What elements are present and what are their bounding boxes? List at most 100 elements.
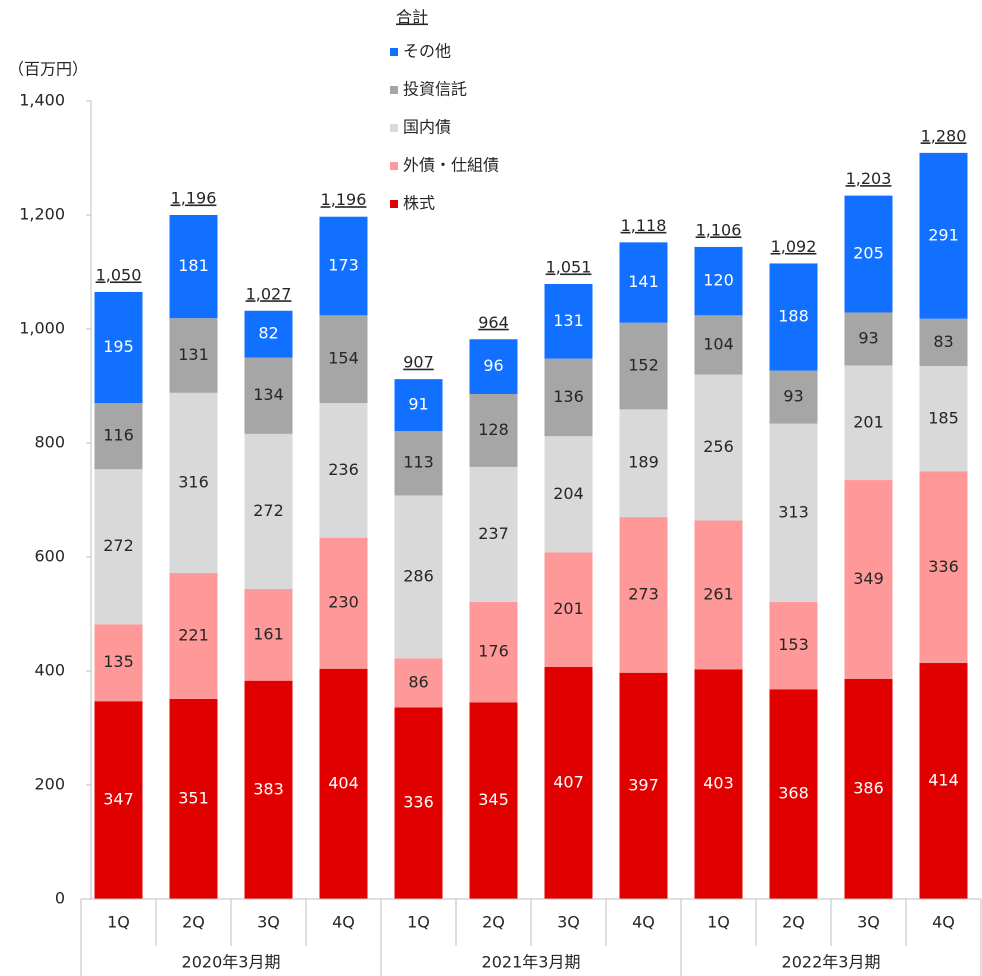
data-label: 261	[703, 584, 734, 603]
bar-segment	[169, 698, 218, 899]
legend-swatch	[390, 162, 398, 170]
bar-segment	[769, 689, 818, 899]
bar-segment	[94, 701, 143, 899]
total-label: 1,027	[246, 284, 292, 303]
x-tick-label: 1Q	[107, 913, 130, 932]
bar-segment	[94, 403, 143, 470]
bar-segment	[244, 433, 293, 589]
bar-segment	[469, 393, 518, 467]
data-label: 407	[553, 773, 584, 792]
legend-swatch	[390, 200, 398, 208]
data-label: 236	[328, 460, 359, 479]
data-label: 153	[778, 635, 809, 654]
legend-label: 株式	[403, 194, 435, 213]
data-label: 221	[178, 625, 209, 644]
bar-segment	[244, 588, 293, 681]
data-label: 403	[703, 774, 734, 793]
legend-swatch	[390, 48, 398, 56]
total-label: 1,280	[921, 126, 967, 145]
data-label: 96	[483, 356, 503, 375]
total-label: 1,196	[321, 190, 367, 209]
total-label: 1,203	[846, 169, 892, 188]
bar-segment	[619, 409, 668, 518]
total-label: 1,050	[96, 265, 142, 284]
bar-segment	[244, 310, 293, 358]
bar-segment	[919, 366, 968, 472]
data-label: 336	[403, 793, 434, 812]
group-label: 2020年3月期	[182, 953, 281, 972]
data-label: 131	[553, 311, 584, 330]
legend-label: 外債・仕組債	[403, 156, 499, 175]
bar-segment	[394, 495, 443, 659]
group-label: 2022年3月期	[782, 953, 881, 972]
bar-segment	[469, 466, 518, 603]
total-label: 1,106	[696, 220, 742, 239]
data-label: 291	[928, 225, 959, 244]
data-label: 201	[853, 412, 884, 431]
bar-segment	[319, 315, 368, 404]
data-label: 128	[478, 420, 509, 439]
bar-segment	[919, 152, 968, 319]
total-label: 1,118	[621, 216, 667, 235]
data-label: 188	[778, 307, 809, 326]
bar-segment	[769, 423, 818, 603]
y-tick-label: 1,000	[19, 319, 65, 338]
x-tick-label: 1Q	[407, 913, 430, 932]
data-label: 120	[703, 271, 734, 290]
x-tick-label: 4Q	[332, 913, 355, 932]
data-label: 134	[253, 385, 284, 404]
group-label: 2021年3月期	[482, 953, 581, 972]
data-label: 83	[933, 332, 953, 351]
bar-segment	[769, 370, 818, 424]
bar-segment	[694, 520, 743, 670]
data-label: 205	[853, 244, 884, 263]
data-label: 113	[403, 453, 434, 472]
data-label: 397	[628, 775, 659, 794]
bar-segment	[694, 315, 743, 375]
x-tick-label: 3Q	[257, 913, 280, 932]
data-label: 176	[478, 642, 509, 661]
bar-segment	[169, 215, 218, 319]
bar-segment	[394, 431, 443, 496]
total-label: 964	[478, 313, 509, 332]
data-label: 204	[553, 484, 584, 503]
bar-segment	[919, 318, 968, 367]
data-label: 93	[783, 387, 803, 406]
x-tick-label: 2Q	[182, 913, 205, 932]
data-label: 386	[853, 778, 884, 797]
bar-segment	[94, 624, 143, 702]
bar-segment	[619, 242, 668, 323]
bar-segment	[319, 403, 368, 538]
data-label: 414	[928, 771, 959, 790]
legend-label: 投資信託	[403, 80, 467, 99]
legend-swatch	[390, 124, 398, 132]
total-label: 1,196	[171, 189, 217, 208]
data-label: 383	[253, 779, 284, 798]
bar-segment	[469, 602, 518, 703]
data-label: 154	[328, 349, 359, 368]
bar-segment	[244, 680, 293, 899]
bar-segment	[544, 552, 593, 668]
total-label: 1,051	[546, 257, 592, 276]
bar-segment	[544, 283, 593, 359]
y-tick-label: 1,200	[19, 205, 65, 224]
data-label: 104	[703, 334, 734, 353]
bar-segment	[844, 480, 893, 679]
data-label: 91	[408, 395, 428, 414]
bar-segment	[544, 436, 593, 553]
data-label: 272	[103, 536, 134, 555]
total-label: 907	[403, 353, 434, 372]
bar-segment	[94, 291, 143, 404]
bar-segment	[694, 374, 743, 521]
bar-segment	[694, 246, 743, 316]
data-label: 135	[103, 652, 134, 671]
bar-segment	[844, 365, 893, 481]
bar-segment	[544, 358, 593, 437]
bar-segment	[319, 537, 368, 669]
legend-swatch	[390, 86, 398, 94]
bar-segment	[169, 318, 218, 393]
data-label: 404	[328, 773, 359, 792]
x-tick-label: 2Q	[482, 913, 505, 932]
data-label: 93	[858, 328, 878, 347]
